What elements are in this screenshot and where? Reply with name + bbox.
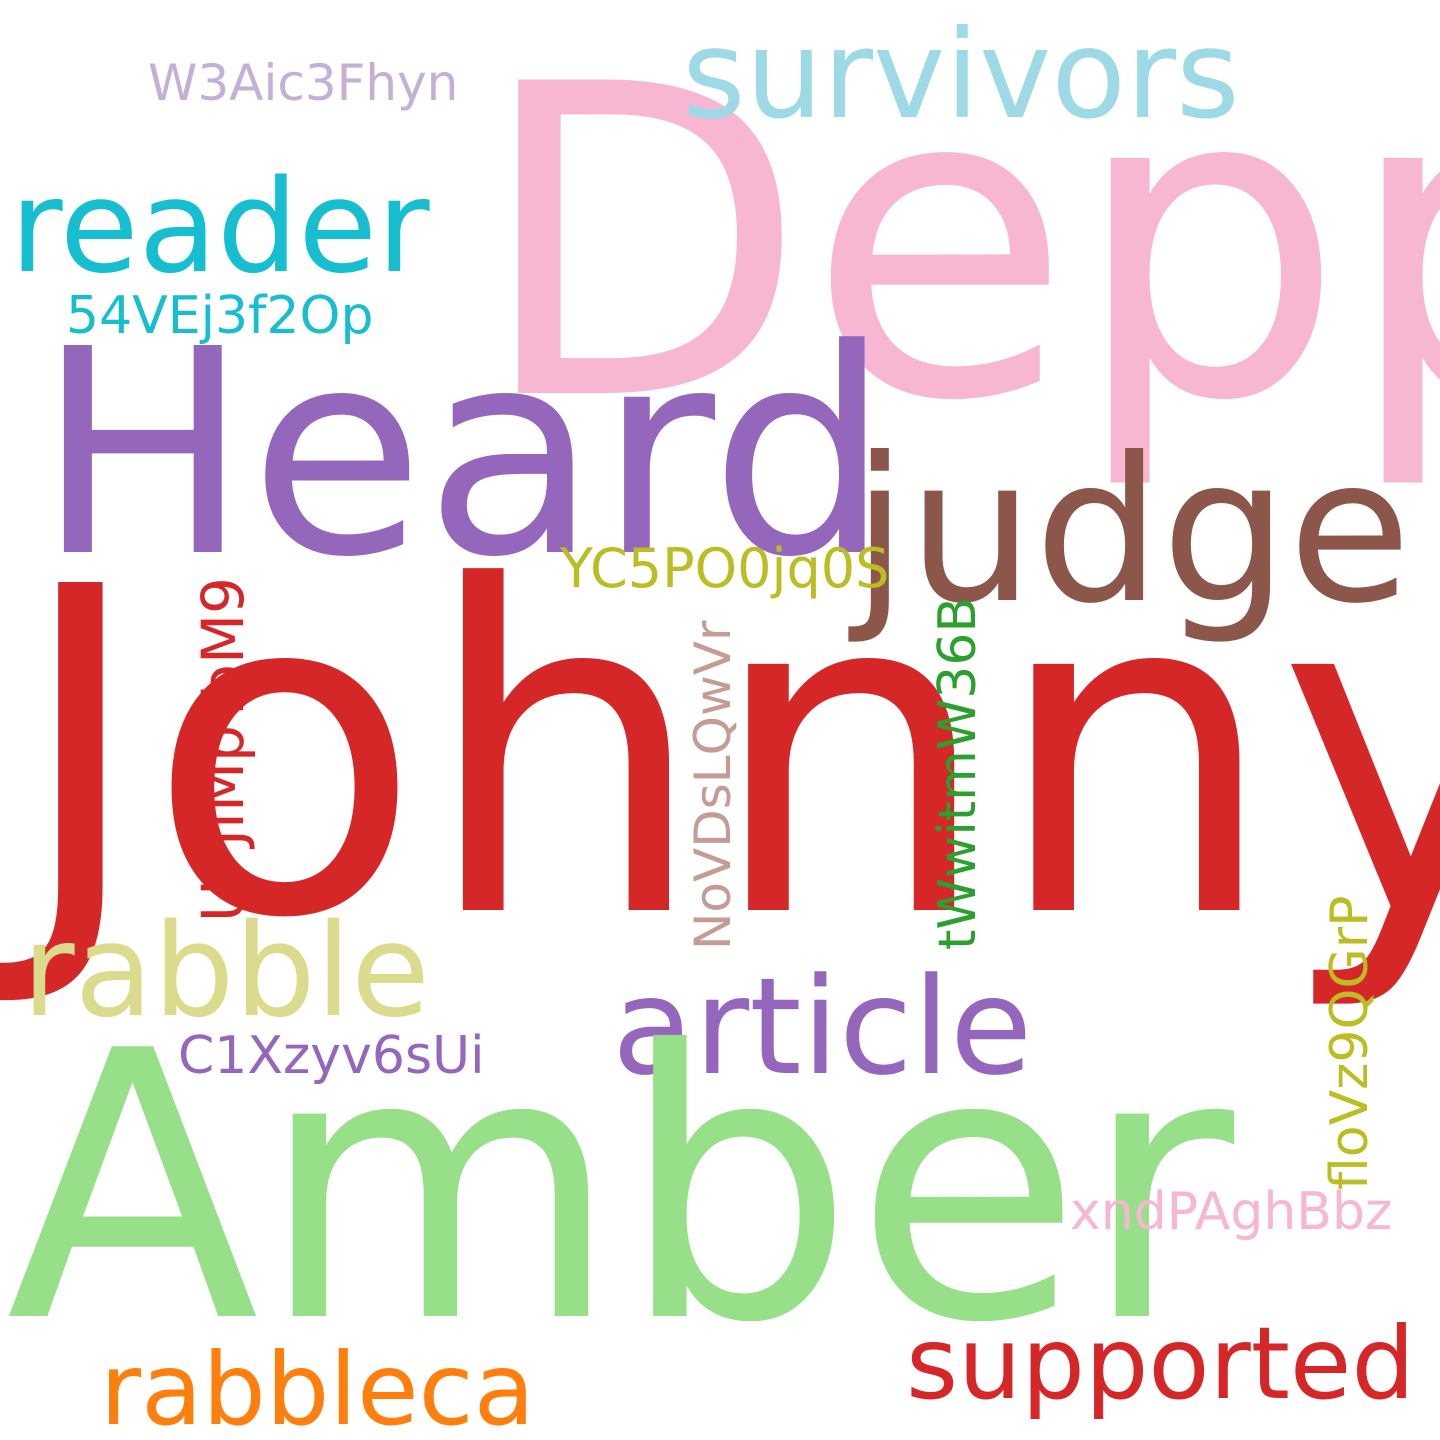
word-article: article [612,949,1033,1105]
word-supported: supported [906,1305,1415,1422]
word-survivors: survivors [682,4,1240,146]
word-reader: reader [10,153,430,302]
word-rabble: rabble [22,897,430,1046]
word-xndpaghbbz: xndPAghBbz [1070,1182,1393,1242]
word-twwitmw36b: tWwitmW36B [928,596,988,950]
word-depp: Depp [476,0,1440,495]
word-c1xzyv6sui: C1Xzyv6sUi [178,1026,485,1086]
word-johnny: Johnny [14,493,1440,1017]
word-flovz9qgrp: floVz9QGrP [1320,895,1380,1190]
word-w3aic3fhyn: W3Aic3Fhyn [148,54,459,112]
word-novdslqwvr: NoVDsLQwVr [684,620,742,950]
word-heard: Heard [36,288,891,619]
word-54vej3f2op: 54VEj3f2Op [66,286,374,346]
word-rabbleca: rabbleca [100,1331,535,1440]
word-judge: judge [852,415,1412,648]
word-amber: Amber [6,974,1235,1404]
word-yc5po0jq0s: YC5PO0jq0S [560,537,890,600]
word-ufjimptom9: UFJIMpToM9 [189,577,257,922]
